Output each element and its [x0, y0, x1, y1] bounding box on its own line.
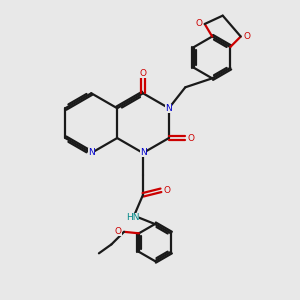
Text: O: O — [115, 227, 122, 236]
Text: O: O — [140, 69, 146, 78]
Text: O: O — [164, 186, 170, 195]
Text: N: N — [140, 148, 146, 158]
Text: O: O — [188, 134, 195, 142]
Text: N: N — [88, 148, 95, 158]
Text: N: N — [166, 104, 172, 113]
Text: O: O — [195, 20, 202, 28]
Text: HN: HN — [126, 213, 139, 222]
Text: O: O — [243, 32, 250, 41]
